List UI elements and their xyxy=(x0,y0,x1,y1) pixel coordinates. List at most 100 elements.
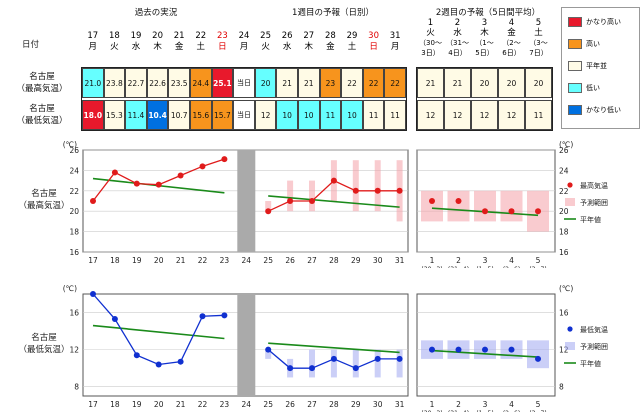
temp-cell: 当日 xyxy=(233,68,255,98)
legend-label: 平年値 xyxy=(580,359,601,368)
observed-point xyxy=(90,198,96,204)
day-header-cell: 31 月 xyxy=(384,31,406,53)
legend-swatch xyxy=(568,39,582,49)
y-tick-label: 24 xyxy=(559,166,569,175)
observed-point xyxy=(199,163,206,170)
plot-frame-week2 xyxy=(416,293,556,397)
temp-cell: 10 xyxy=(276,100,298,130)
observed-point xyxy=(111,169,118,176)
observed-point xyxy=(155,181,162,188)
legend-swatch xyxy=(568,105,582,115)
x-tick-label: 23 xyxy=(220,256,230,265)
y-tick-label: 24 xyxy=(69,166,79,175)
day-header-cell: 24 月 xyxy=(233,31,255,53)
chart-station-name: 名古屋 xyxy=(31,332,57,343)
x-tick-label: 3 xyxy=(483,400,488,409)
legend-item: 平年並 xyxy=(568,60,607,72)
week2-temp-cell: 12 xyxy=(444,100,471,130)
forecast-range-bar xyxy=(309,349,315,378)
legend-label: 平年並 xyxy=(586,62,607,70)
day-header-cell: 18 火 xyxy=(104,31,126,53)
temp-cell: 23 xyxy=(319,68,342,98)
temp-cell: 10 xyxy=(298,100,320,130)
temp-cell: 当日 xyxy=(233,100,255,130)
weekday: 木 xyxy=(153,42,162,52)
week2-range-bar xyxy=(474,190,496,222)
temp-cell: 11.4 xyxy=(125,100,147,130)
forecast-range-bar xyxy=(309,180,315,212)
week2-temp-cell: 21 xyxy=(444,68,471,98)
range-end: 5日） xyxy=(475,49,494,57)
observed-point xyxy=(133,352,140,359)
temp-cell: 11 xyxy=(384,100,406,130)
y-tick-label: 18 xyxy=(69,228,79,237)
y-tick-label: 20 xyxy=(69,207,79,216)
week2-range-bar xyxy=(447,190,470,222)
legend-item: かなり高い xyxy=(568,16,621,28)
station-name: 名古屋 xyxy=(29,72,55,82)
y-tick-label: 16 xyxy=(559,248,569,257)
day-header-cell: 29 土 xyxy=(341,31,363,53)
week2-temp-cell: 11 xyxy=(525,100,552,130)
temp-cell: 10 xyxy=(341,100,363,130)
x-tick-label: 18 xyxy=(110,400,120,409)
observed-point xyxy=(199,313,206,320)
forecast-point xyxy=(374,355,381,362)
x-tick-label: 21 xyxy=(176,400,186,409)
legend-marker xyxy=(567,182,573,188)
legend-marker xyxy=(567,326,573,332)
x-tick-sublabel: (30−3) xyxy=(421,266,442,268)
temp-cell: 10.4 xyxy=(146,100,169,130)
x-tick-label: 3 xyxy=(483,256,488,265)
x-tick-label: 23 xyxy=(220,400,230,409)
observed-point xyxy=(221,156,228,163)
x-tick-label: 18 xyxy=(110,256,120,265)
x-tick-sublabel: (30−3) xyxy=(421,410,442,412)
week2-range-bar xyxy=(421,190,443,222)
x-tick-sublabel: (31−4) xyxy=(448,410,469,412)
temp-cell: 22 xyxy=(384,68,406,98)
week2-temp-cell: 12 xyxy=(417,100,444,130)
forecast-point xyxy=(309,365,315,372)
observed-point xyxy=(90,291,96,297)
week2-point xyxy=(455,198,462,204)
x-tick-label: 2 xyxy=(456,400,461,409)
weekday: 水 xyxy=(453,28,462,38)
x-tick-sublabel: (1−5) xyxy=(476,266,493,268)
day-number: 30 xyxy=(368,31,379,41)
temp-cell: 11 xyxy=(319,100,342,130)
week2-header-cell: 3 木（1～ 5日） xyxy=(471,18,498,58)
temp-cell: 15.3 xyxy=(103,100,126,130)
forecast-range-bar xyxy=(374,160,381,212)
temp-cell: 22.7 xyxy=(125,68,147,98)
forecast-point xyxy=(374,187,381,194)
forecast-point xyxy=(352,365,359,372)
day-number: 29 xyxy=(346,31,358,41)
weekday: 月 xyxy=(88,42,98,52)
day-number: 25 xyxy=(260,31,271,41)
day-header-cell: 22 土 xyxy=(190,31,212,53)
range-end: 4日） xyxy=(448,49,467,57)
observed-point xyxy=(221,312,228,319)
temp-cell: 21 xyxy=(276,68,298,98)
legend-label: かなり高い xyxy=(586,18,621,26)
x-tick-label: 17 xyxy=(88,256,98,265)
day-header-cell: 27 木 xyxy=(298,31,320,53)
week2-header-cell: 1 火（30～ 3日） xyxy=(417,18,444,58)
x-tick-sublabel: (3−7) xyxy=(529,410,546,412)
x-tick-label: 25 xyxy=(263,400,273,409)
x-tick-label: 20 xyxy=(154,256,164,265)
forecast-point xyxy=(352,187,359,194)
x-tick-label: 29 xyxy=(351,256,361,265)
forecast-range-bar xyxy=(287,180,294,212)
weekday: 水 xyxy=(131,42,141,52)
y-tick-label: 12 xyxy=(559,346,569,355)
week2-temp-cell: 20 xyxy=(471,68,498,98)
forecast-range-bar xyxy=(352,160,359,212)
day-number: 22 xyxy=(195,31,207,41)
row-title: 名古屋 （最高気温） xyxy=(8,71,76,95)
legend-swatch xyxy=(568,61,582,71)
x-tick-label: 19 xyxy=(132,400,142,409)
week2-temp-cell: 21 xyxy=(417,68,444,98)
